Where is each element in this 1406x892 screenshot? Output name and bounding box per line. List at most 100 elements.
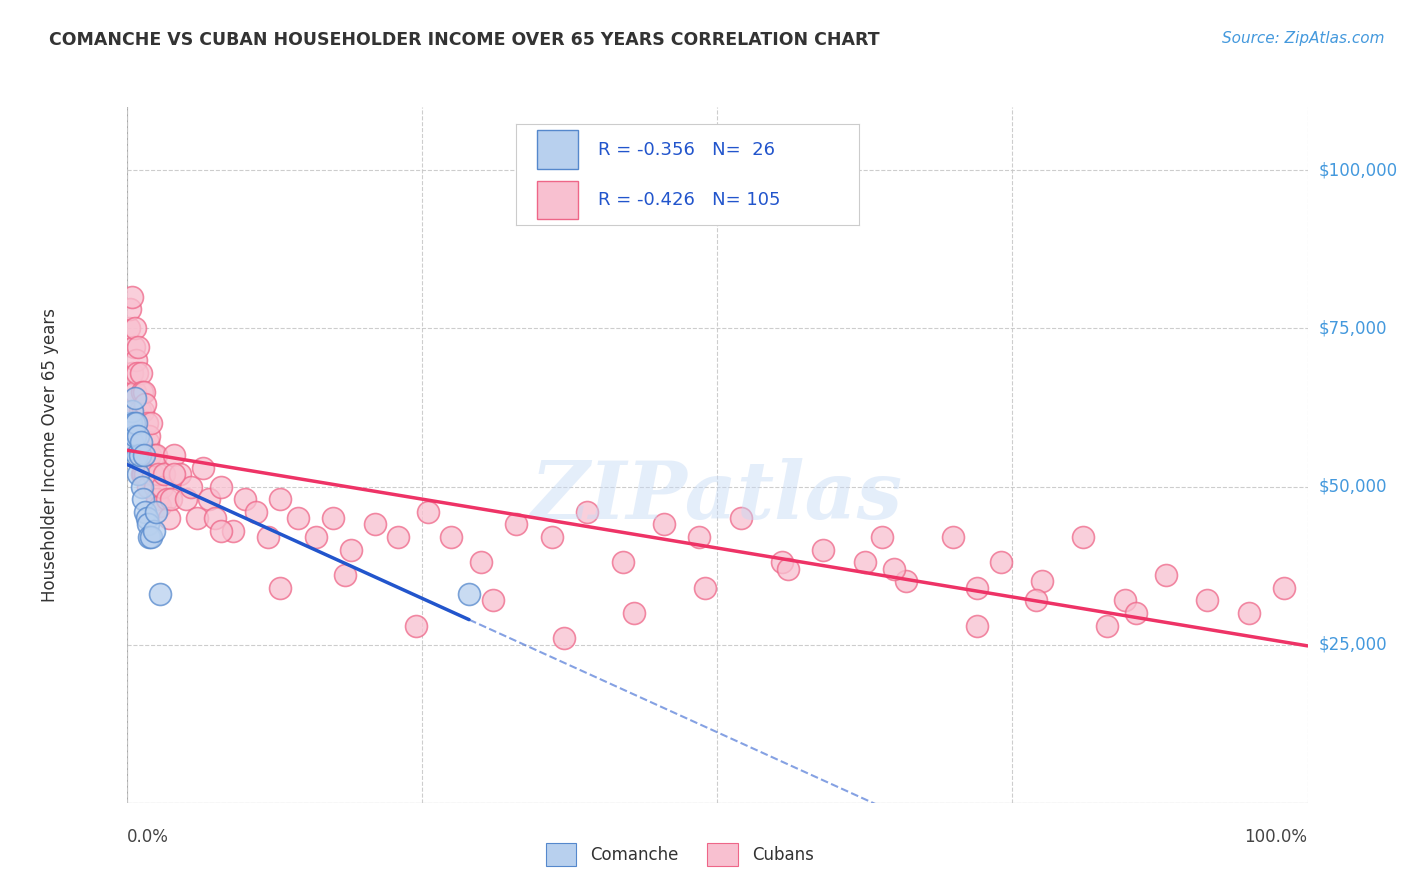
Point bbox=[124, 391, 146, 405]
Point bbox=[132, 492, 155, 507]
Point bbox=[222, 524, 245, 538]
Point bbox=[145, 505, 167, 519]
Point bbox=[245, 505, 267, 519]
Point bbox=[127, 429, 149, 443]
Point bbox=[180, 479, 202, 493]
Point bbox=[127, 340, 149, 354]
Text: Source: ZipAtlas.com: Source: ZipAtlas.com bbox=[1222, 31, 1385, 46]
Point bbox=[1197, 593, 1219, 607]
Text: R = -0.356   N=  26: R = -0.356 N= 26 bbox=[599, 141, 776, 159]
Point bbox=[129, 366, 152, 380]
Point bbox=[612, 556, 634, 570]
Point bbox=[141, 530, 163, 544]
Point bbox=[540, 530, 562, 544]
Point bbox=[163, 448, 186, 462]
Text: COMANCHE VS CUBAN HOUSEHOLDER INCOME OVER 65 YEARS CORRELATION CHART: COMANCHE VS CUBAN HOUSEHOLDER INCOME OVE… bbox=[49, 31, 880, 49]
Point bbox=[204, 511, 226, 525]
FancyBboxPatch shape bbox=[537, 181, 578, 219]
Point bbox=[132, 403, 155, 417]
Point bbox=[125, 417, 148, 431]
Point bbox=[894, 574, 917, 589]
Point bbox=[148, 467, 170, 481]
Point bbox=[883, 562, 905, 576]
Text: ZIPatlas: ZIPatlas bbox=[531, 458, 903, 535]
Point bbox=[122, 340, 145, 354]
Point bbox=[695, 581, 717, 595]
Point bbox=[150, 479, 173, 493]
Point bbox=[942, 530, 965, 544]
Point bbox=[134, 467, 156, 481]
Point bbox=[127, 366, 149, 380]
Point bbox=[1154, 568, 1177, 582]
Point bbox=[209, 524, 232, 538]
Text: $75,000: $75,000 bbox=[1319, 319, 1388, 337]
Point bbox=[1125, 606, 1147, 620]
Point bbox=[387, 530, 409, 544]
Text: $25,000: $25,000 bbox=[1319, 636, 1388, 654]
Point bbox=[129, 435, 152, 450]
Point bbox=[198, 492, 221, 507]
Point bbox=[131, 479, 153, 493]
Point bbox=[135, 417, 157, 431]
Point bbox=[440, 530, 463, 544]
Point bbox=[141, 417, 163, 431]
Point bbox=[193, 460, 215, 475]
Point bbox=[139, 448, 162, 462]
Point bbox=[405, 618, 427, 632]
Point bbox=[333, 568, 356, 582]
Point bbox=[257, 530, 280, 544]
Point bbox=[340, 542, 363, 557]
Point bbox=[186, 511, 208, 525]
Point bbox=[124, 321, 146, 335]
Point bbox=[122, 417, 145, 431]
Point bbox=[124, 384, 146, 399]
Text: $50,000: $50,000 bbox=[1319, 477, 1388, 496]
Point bbox=[470, 556, 492, 570]
Point bbox=[872, 530, 894, 544]
Point bbox=[1025, 593, 1047, 607]
Point bbox=[118, 442, 141, 456]
Point bbox=[134, 448, 156, 462]
Point bbox=[124, 429, 146, 443]
Point bbox=[269, 492, 291, 507]
Point bbox=[1114, 593, 1136, 607]
Point bbox=[121, 290, 143, 304]
Point bbox=[142, 524, 165, 538]
Point bbox=[688, 530, 710, 544]
Point bbox=[122, 403, 145, 417]
Point bbox=[136, 517, 159, 532]
Point bbox=[966, 581, 988, 595]
Point bbox=[163, 467, 186, 481]
Point bbox=[1237, 606, 1260, 620]
Point bbox=[157, 511, 180, 525]
Point bbox=[128, 403, 150, 417]
Point bbox=[128, 448, 150, 462]
Point bbox=[138, 530, 160, 544]
Point bbox=[129, 435, 152, 450]
Point bbox=[1095, 618, 1118, 632]
Point bbox=[160, 492, 183, 507]
Point bbox=[652, 517, 675, 532]
Point bbox=[141, 467, 163, 481]
Point bbox=[128, 448, 150, 462]
Point bbox=[156, 492, 179, 507]
Point bbox=[287, 511, 309, 525]
FancyBboxPatch shape bbox=[537, 130, 578, 169]
Point bbox=[121, 435, 143, 450]
Point bbox=[120, 417, 142, 431]
Point bbox=[553, 632, 575, 646]
Point bbox=[132, 467, 155, 481]
Point bbox=[623, 606, 645, 620]
Point bbox=[730, 511, 752, 525]
Point bbox=[125, 353, 148, 368]
Point bbox=[363, 517, 385, 532]
Point bbox=[269, 581, 291, 595]
Point bbox=[233, 492, 256, 507]
Point bbox=[458, 587, 481, 601]
Text: R = -0.426   N= 105: R = -0.426 N= 105 bbox=[599, 191, 780, 209]
Point bbox=[145, 448, 167, 462]
Point bbox=[853, 556, 876, 570]
Point bbox=[127, 448, 149, 462]
Point bbox=[209, 479, 232, 493]
Point bbox=[131, 384, 153, 399]
